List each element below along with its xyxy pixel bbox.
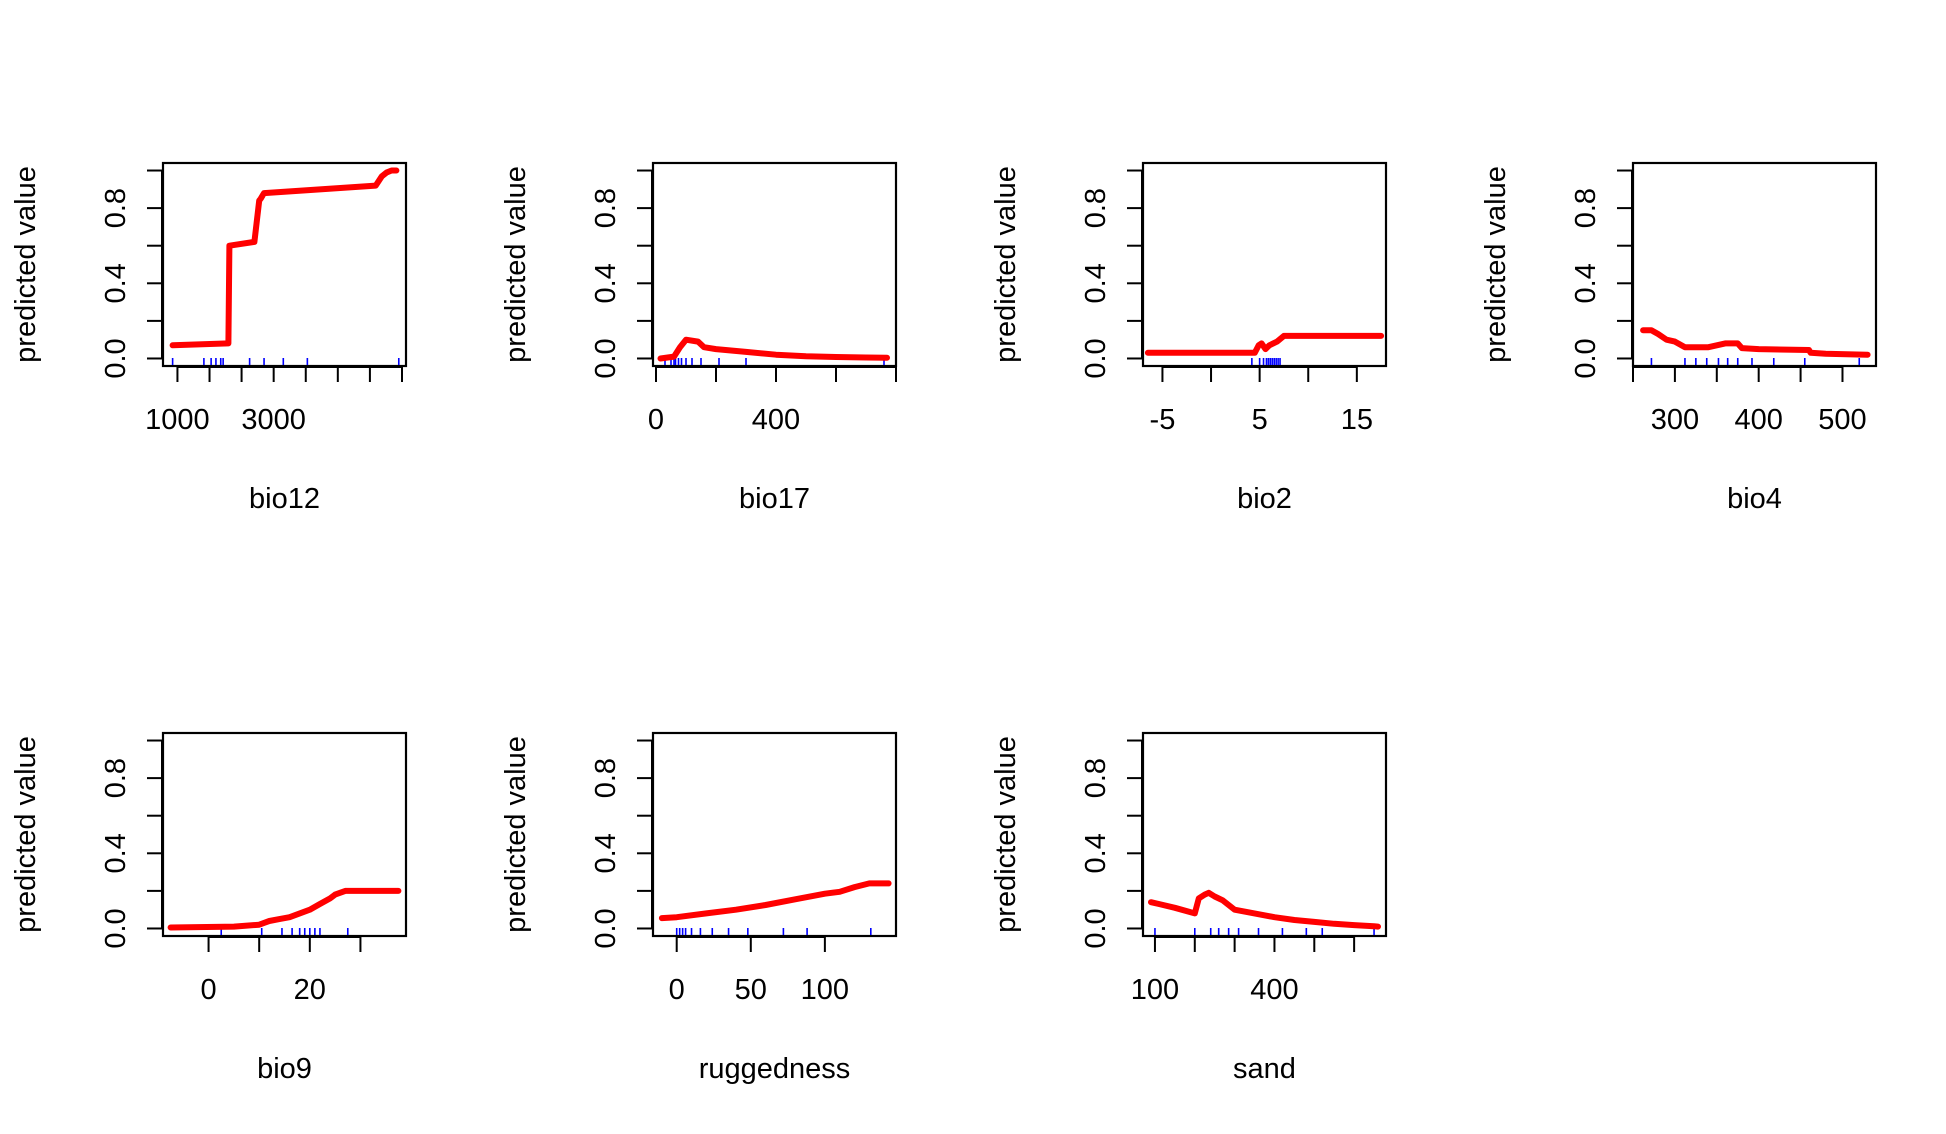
panel-bio4-y-axis-label: predicted value xyxy=(1480,166,1512,363)
panel-bio12-y-axis-label: predicted value xyxy=(10,166,42,363)
panel-bio4-frame xyxy=(1631,161,1878,368)
panel-sand-y-tick-label: 0.4 xyxy=(1080,833,1112,873)
panel-bio17-y-tick-label: 0.4 xyxy=(590,263,622,303)
panel-bio2: -5 5 15 0.0 0.4 0.8 bio2 predicted value xyxy=(990,161,1388,515)
panel-bio2-x-tick-label: 15 xyxy=(1341,404,1373,436)
panel-bio9-y-tick-label: 0.0 xyxy=(100,908,132,948)
panel-bio9-response-curve xyxy=(167,887,402,931)
panel-ruggedness-y-tick-label: 0.4 xyxy=(590,833,622,873)
panel-bio12: 1000 3000 0.0 0.4 0.8 bio12 predicted value xyxy=(10,161,408,515)
panel-ruggedness-y-tick-label: 0.8 xyxy=(590,758,622,798)
panel-bio2-x-tick-label: -5 xyxy=(1150,404,1176,436)
panel-bio4-y-tick-label: 0.0 xyxy=(1570,338,1602,378)
panel-bio17-y-tick-label: 0.0 xyxy=(590,338,622,378)
panel-sand-response-curve xyxy=(1148,889,1381,930)
panel-bio17-frame xyxy=(651,161,898,368)
panel-sand-x-tick-label: 100 xyxy=(1131,974,1179,1006)
panel-bio17-response-curve xyxy=(657,336,890,362)
panel-sand-y-axis-label: predicted value xyxy=(990,736,1022,933)
panel-bio4-x-tick-label: 500 xyxy=(1818,404,1866,436)
panel-ruggedness-response-curve xyxy=(658,880,892,922)
panel-bio9-frame xyxy=(161,731,408,938)
panel-bio12-y-tick-label: 0.8 xyxy=(100,188,132,228)
panel-bio9: 0 20 0.0 0.4 0.8 bio9 predicted value xyxy=(10,731,408,1085)
panel-ruggedness-x-tick-label: 50 xyxy=(735,974,767,1006)
panel-bio17-y-tick-label: 0.8 xyxy=(590,188,622,228)
panel-bio9-y-tick-label: 0.4 xyxy=(100,833,132,873)
panel-sand-x-axis-label: sand xyxy=(1233,1053,1296,1085)
panel-bio17-x-tick-label: 0 xyxy=(648,404,664,436)
panel-bio9-x-tick-label: 20 xyxy=(294,974,326,1006)
panel-ruggedness-x-tick-label: 0 xyxy=(669,974,685,1006)
panel-bio4-y-tick-label: 0.4 xyxy=(1570,263,1602,303)
panel-bio12-y-tick-label: 0.4 xyxy=(100,263,132,303)
panel-bio17-x-tick-label: 400 xyxy=(752,404,800,436)
panel-bio12-y-tick-label: 0.0 xyxy=(100,338,132,378)
panel-bio4-response-curve xyxy=(1640,327,1871,358)
panel-bio4-x-axis-label: bio4 xyxy=(1727,483,1782,515)
panel-bio4-x-tick-label: 300 xyxy=(1651,404,1699,436)
panel-bio2-y-axis-label: predicted value xyxy=(990,166,1022,363)
panel-bio12-response-curve xyxy=(169,167,400,349)
panel-bio9-x-tick-label: 0 xyxy=(200,974,216,1006)
panel-bio2-x-tick-label: 5 xyxy=(1252,404,1268,436)
panel-sand: 100 400 0.0 0.4 0.8 sand predicted value xyxy=(990,731,1388,1085)
panel-bio12-x-axis-label: bio12 xyxy=(249,483,320,515)
panel-bio2-y-tick-label: 0.4 xyxy=(1080,263,1112,303)
panel-bio9-y-tick-label: 0.8 xyxy=(100,758,132,798)
panel-sand-frame xyxy=(1141,731,1388,938)
panel-ruggedness-x-axis-label: ruggedness xyxy=(699,1053,851,1085)
panel-bio12-x-tick-label: 1000 xyxy=(145,404,210,436)
panel-bio4-y-tick-label: 0.8 xyxy=(1570,188,1602,228)
panel-bio17-y-axis-label: predicted value xyxy=(500,166,532,363)
panel-bio17: 0 400 0.0 0.4 0.8 bio17 predicted value xyxy=(500,161,898,515)
panel-bio9-y-axis-label: predicted value xyxy=(10,736,42,933)
panel-ruggedness-y-axis-label: predicted value xyxy=(500,736,532,933)
panel-bio17-x-axis-label: bio17 xyxy=(739,483,810,515)
panel-bio2-response-curve xyxy=(1144,332,1385,356)
panel-bio4-x-tick-label: 400 xyxy=(1734,404,1782,436)
panel-bio9-x-axis-label: bio9 xyxy=(257,1053,312,1085)
panel-bio4: 300 400 500 0.0 0.4 0.8 bio4 predicted value xyxy=(1480,161,1878,515)
panel-ruggedness: 0 50 100 0.0 0.4 0.8 ruggedness predicted value xyxy=(500,731,898,1085)
panel-sand-y-tick-label: 0.0 xyxy=(1080,908,1112,948)
panel-ruggedness-y-tick-label: 0.0 xyxy=(590,908,622,948)
panel-bio2-y-tick-label: 0.0 xyxy=(1080,338,1112,378)
panel-bio2-y-tick-label: 0.8 xyxy=(1080,188,1112,228)
panel-bio12-x-tick-label: 3000 xyxy=(241,404,306,436)
panel-ruggedness-x-tick-label: 100 xyxy=(801,974,849,1006)
panel-bio2-x-axis-label: bio2 xyxy=(1237,483,1292,515)
panel-sand-x-tick-label: 400 xyxy=(1250,974,1298,1006)
panel-sand-y-tick-label: 0.8 xyxy=(1080,758,1112,798)
